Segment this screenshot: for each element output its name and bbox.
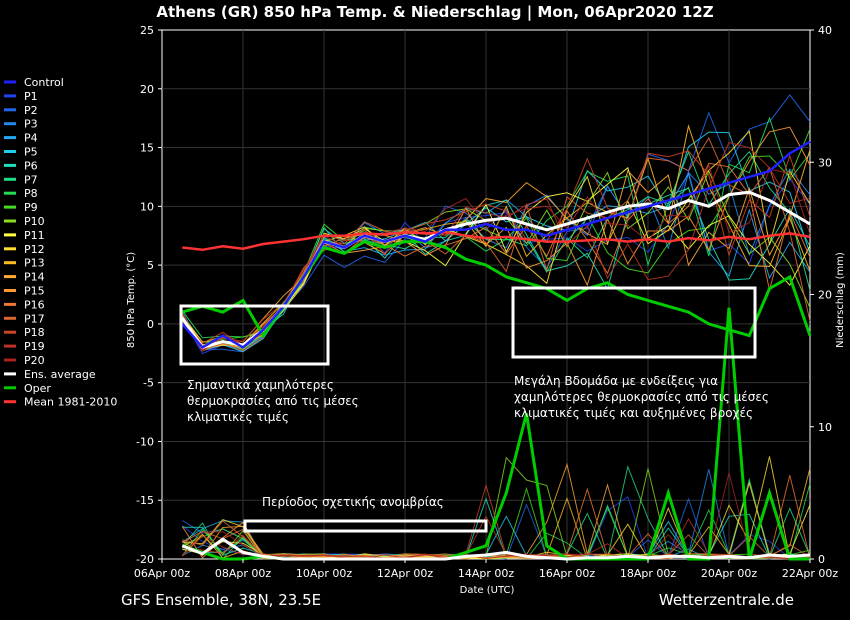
legend-label: P16 xyxy=(24,298,45,311)
y-tick-label: 20 xyxy=(140,83,154,96)
member-line xyxy=(181,141,811,351)
y-tick-label: -20 xyxy=(136,553,154,566)
legend-label: P2 xyxy=(24,104,38,117)
x-axis-label: Date (UTC) xyxy=(460,585,515,596)
legend-label: Mean 1981-2010 xyxy=(24,396,117,409)
y2-axis-label: Niederschlag (mm) xyxy=(835,252,846,348)
series-line-control xyxy=(181,140,811,350)
legend-label: P19 xyxy=(24,340,45,353)
annotation-left-line-3: κλιματικές τιμές xyxy=(187,410,289,424)
x-tick-label: 22Apr 00z xyxy=(782,567,839,580)
legend-label: P15 xyxy=(24,285,45,298)
y2-axis-ticks: 40 30 20 10 0 xyxy=(810,24,832,566)
legend-label: P20 xyxy=(24,354,45,367)
legend-label: P1 xyxy=(24,90,38,103)
legend-label: P14 xyxy=(24,271,45,284)
series-line-mean-1981-2010 xyxy=(182,230,811,252)
precipitation-lines xyxy=(181,307,811,561)
x-axis-ticks: 06Apr 00z 08Apr 00z 10Apr 00z 12Apr 00z 14Ap… xyxy=(134,559,839,580)
highlighted-series-lines xyxy=(181,140,812,350)
x-tick-label: 08Apr 00z xyxy=(215,567,272,580)
y2-tick-label: 10 xyxy=(818,421,832,434)
footer-model-info: GFS Ensemble, 38N, 23.5E xyxy=(121,591,321,609)
annotation-box-right xyxy=(511,286,757,359)
x-tick-label: 16Apr 00z xyxy=(539,567,596,580)
y2-tick-label: 40 xyxy=(818,24,832,37)
legend-label: P9 xyxy=(24,201,38,214)
legend-label: P13 xyxy=(24,257,45,270)
y-tick-label: -10 xyxy=(136,435,154,448)
y-tick-label: 10 xyxy=(140,200,154,213)
x-tick-label: 06Apr 00z xyxy=(134,567,191,580)
annotation-left-line-1: Σημαντικά χαμηλότερες xyxy=(187,378,334,392)
legend-label: Control xyxy=(24,76,64,89)
x-tick-label: 14Apr 00z xyxy=(458,567,515,580)
member-line xyxy=(181,149,811,346)
x-tick-label: 12Apr 00z xyxy=(377,567,434,580)
x-tick-label: 20Apr 00z xyxy=(701,567,758,580)
legend-label: Ens. average xyxy=(24,368,96,381)
y2-tick-label: 20 xyxy=(818,289,832,302)
legend-label: P8 xyxy=(24,187,38,200)
legend-label: P6 xyxy=(24,159,38,172)
legend-label: P4 xyxy=(24,132,38,145)
y2-tick-label: 0 xyxy=(818,553,825,566)
annotation-box-left xyxy=(179,304,330,366)
y-axis-ticks: 25 20 15 10 5 0 -5 -10 -15 -20 xyxy=(136,24,162,566)
precip-line-ens-average xyxy=(181,537,811,561)
member-precip-line xyxy=(181,472,811,560)
gridlines xyxy=(162,30,810,559)
legend-label: Oper xyxy=(24,382,51,395)
footer-brand: Wetterzentrale.de xyxy=(659,591,794,609)
x-tick-label: 10Apr 00z xyxy=(296,567,353,580)
chart-title: Athens (GR) 850 hPa Temp. & Niederschlag… xyxy=(156,3,713,22)
x-tick-label: 18Apr 00z xyxy=(620,567,677,580)
y-tick-label: 15 xyxy=(140,142,154,155)
annotation-right-line-2: χαμηλότερες θερμοκρασίες από τις μέσες xyxy=(514,390,769,404)
legend-label: P11 xyxy=(24,229,45,242)
legend-label: P18 xyxy=(24,326,45,339)
legend: ControlP1P2P3P4P5P6P7P8P9P10P11P12P13P14… xyxy=(4,76,117,409)
annotation-right-line-1: Μεγάλη Βδομάδα με ενδείξεις για xyxy=(514,374,718,388)
annotation-box-dry xyxy=(243,519,488,533)
y-tick-label: 0 xyxy=(147,318,154,331)
y-tick-label: -5 xyxy=(143,377,154,390)
legend-label: P17 xyxy=(24,312,45,325)
annotation-left-line-2: θερμοκρασίες από τις μέσες xyxy=(187,394,359,408)
y-tick-label: -15 xyxy=(136,494,154,507)
y-tick-label: 25 xyxy=(140,24,154,37)
legend-label: P3 xyxy=(24,118,38,131)
y2-tick-label: 30 xyxy=(818,156,832,169)
y-axis-label: 850 hPa Temp. (°C) xyxy=(126,252,137,348)
annotation-dry-text: Περίοδος σχετικής ανομβρίας xyxy=(262,495,444,509)
legend-label: P10 xyxy=(24,215,45,228)
legend-label: P7 xyxy=(24,173,38,186)
annotation-right-line-3: κλιματικές τιμές και αυξημένες βροχές xyxy=(514,406,753,420)
legend-label: P12 xyxy=(24,243,45,256)
legend-label: P5 xyxy=(24,146,38,159)
y-tick-label: 5 xyxy=(147,259,154,272)
